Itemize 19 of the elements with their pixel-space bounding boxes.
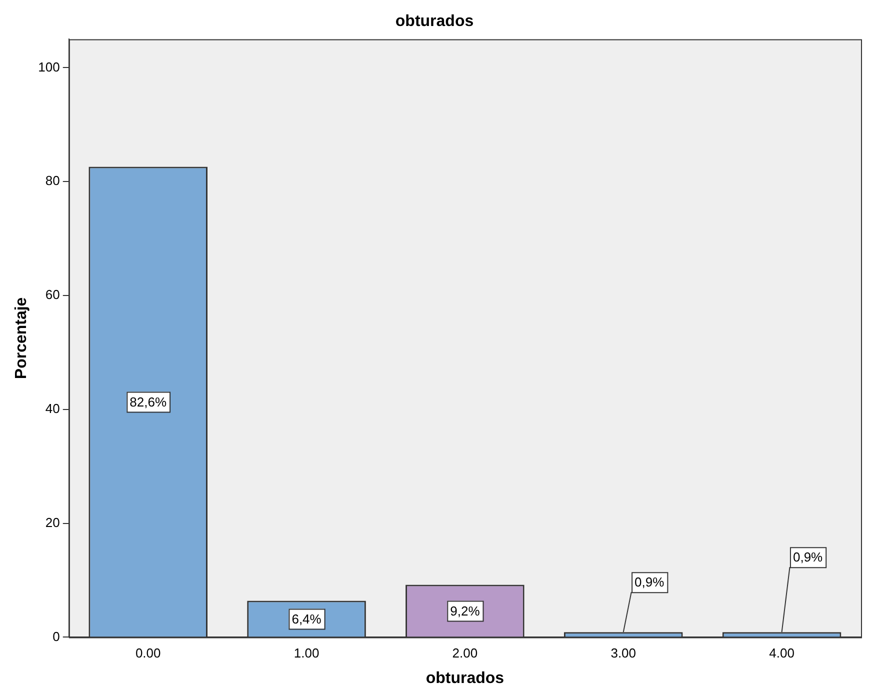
y-tick-label: 40 bbox=[45, 400, 60, 416]
x-tick-label: 3.00 bbox=[610, 646, 636, 661]
x-tick-label: 2.00 bbox=[452, 646, 478, 661]
data-label: 82,6% bbox=[130, 394, 167, 410]
data-label: 6,4% bbox=[292, 611, 322, 626]
data-label: 0,9% bbox=[792, 550, 824, 565]
chart-title: obturados bbox=[395, 13, 474, 30]
x-tick-label: 1.00 bbox=[294, 646, 320, 661]
y-tick-label: 0 bbox=[52, 628, 60, 644]
x-tick-label: 0.00 bbox=[135, 646, 161, 661]
x-tick-label: 4.00 bbox=[769, 646, 794, 661]
data-label: 0,9% bbox=[634, 574, 665, 590]
data-label: 9,2% bbox=[450, 603, 480, 618]
y-axis-title: Porcentaje bbox=[13, 297, 30, 380]
y-tick-label: 80 bbox=[45, 173, 60, 188]
y-tick-label: 100 bbox=[38, 59, 60, 74]
y-tick-label: 20 bbox=[45, 514, 60, 530]
y-tick-label: 60 bbox=[45, 287, 60, 302]
x-axis-title: obturados bbox=[426, 670, 504, 687]
